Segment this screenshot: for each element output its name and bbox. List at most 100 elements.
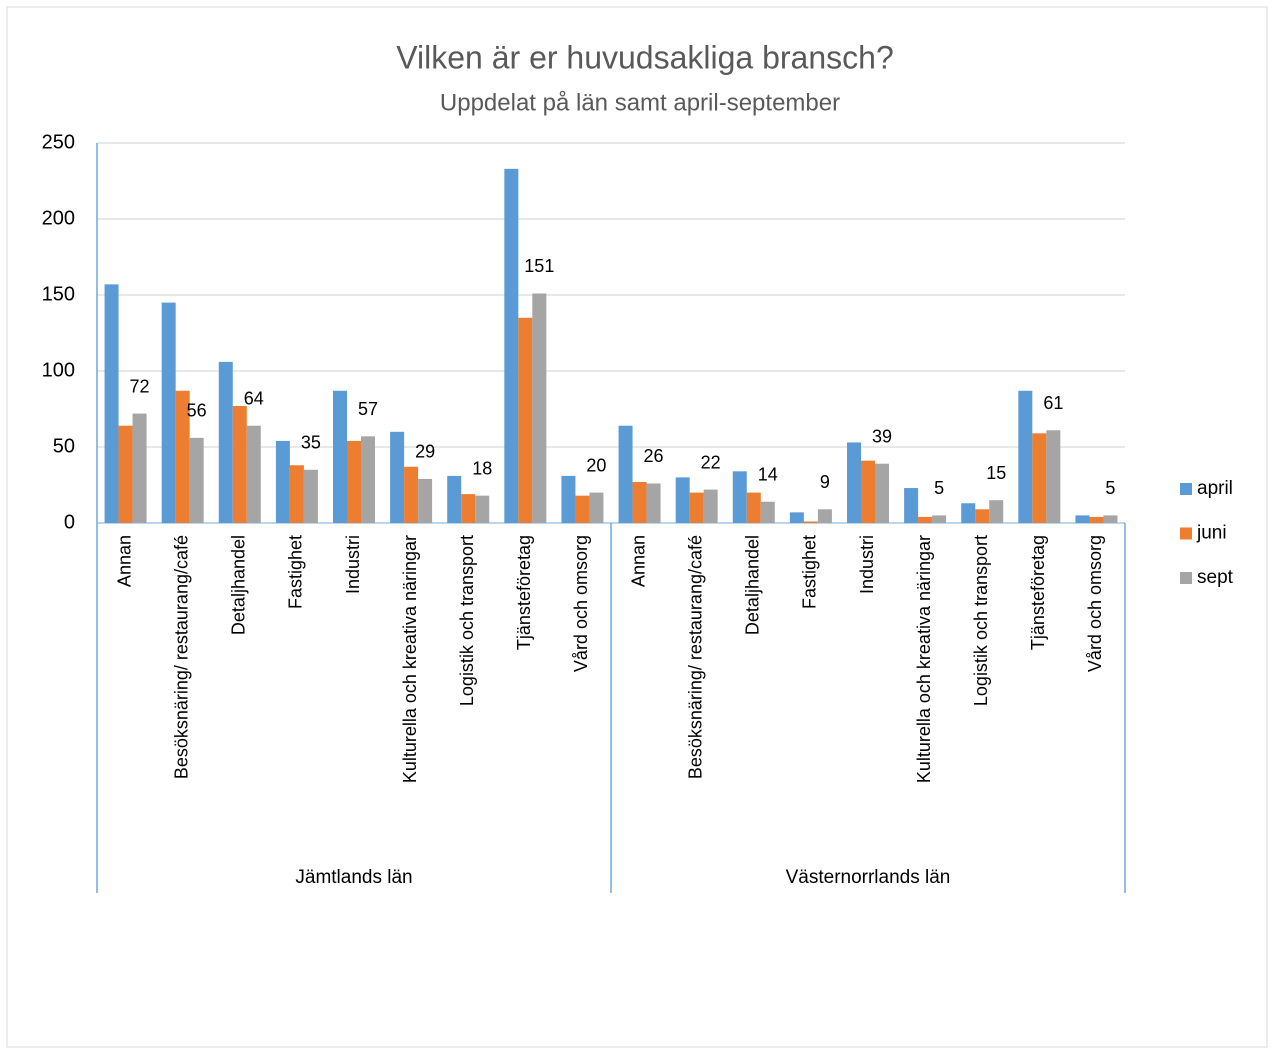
x-tick-label: Annan xyxy=(628,535,648,587)
x-tick-label: Kulturella och kreativa näringar xyxy=(400,535,420,783)
bar xyxy=(989,500,1004,523)
legend-swatch xyxy=(1180,527,1192,540)
x-tick-label: Vård och omsorg xyxy=(571,535,591,672)
chart-border xyxy=(6,6,1268,1048)
x-tick-label: Logistik och transport xyxy=(971,535,991,706)
x-tick-label: Fastighet xyxy=(800,535,820,609)
data-label: 57 xyxy=(358,399,378,419)
bar xyxy=(189,437,204,523)
bar xyxy=(504,168,519,523)
bar xyxy=(303,469,318,523)
y-tick-label: 100 xyxy=(42,359,75,381)
bar xyxy=(246,425,261,523)
bar xyxy=(875,463,889,523)
legend-swatch xyxy=(1180,483,1192,495)
data-label: 56 xyxy=(187,401,207,421)
bar xyxy=(932,515,947,523)
bar xyxy=(817,509,832,523)
data-label: 72 xyxy=(130,376,150,396)
chart-title: Vilken är er huvudsakliga bransch? xyxy=(396,39,893,75)
x-tick-label: Detaljhandel xyxy=(229,535,249,635)
data-label: 5 xyxy=(934,478,944,498)
data-label: 61 xyxy=(1043,393,1063,413)
bar xyxy=(1103,515,1118,523)
bar xyxy=(760,501,775,523)
bar xyxy=(561,475,576,523)
data-label: 26 xyxy=(644,446,664,466)
bar xyxy=(461,494,476,523)
data-label: 14 xyxy=(758,464,778,484)
data-label: 151 xyxy=(524,256,554,276)
bar xyxy=(361,436,375,523)
x-tick-label: Besöksnäring/ restaurang/café xyxy=(685,535,705,779)
bar xyxy=(675,477,690,523)
x-tick-label: Industri xyxy=(343,535,363,594)
bar xyxy=(961,503,976,523)
bar xyxy=(975,509,990,523)
bar xyxy=(732,471,747,523)
bar xyxy=(618,425,633,523)
bar xyxy=(390,431,405,523)
bar xyxy=(532,293,547,523)
x-tick-label: Detaljhandel xyxy=(743,535,763,635)
x-tick-label: Industri xyxy=(857,535,877,594)
legend-label: april xyxy=(1197,478,1233,499)
chart-subtitle: Uppdelat på län samt april-september xyxy=(440,89,840,116)
data-label: 39 xyxy=(872,426,892,446)
group-label: Jämtlands län xyxy=(295,867,412,888)
bar xyxy=(589,492,604,523)
legend-swatch xyxy=(1180,572,1192,584)
bar xyxy=(475,495,490,523)
bar xyxy=(847,442,861,523)
bar xyxy=(1018,390,1033,523)
bar xyxy=(861,460,875,523)
y-tick-label: 0 xyxy=(64,511,75,533)
bar xyxy=(218,361,233,523)
bar xyxy=(1032,433,1047,523)
bar xyxy=(175,390,190,523)
y-tick-label: 150 xyxy=(42,283,75,305)
bar xyxy=(161,302,176,523)
bar xyxy=(518,317,533,523)
bar xyxy=(803,521,818,523)
x-tick-label: Tjänsteföretag xyxy=(1028,535,1048,650)
bar xyxy=(789,512,804,523)
bar xyxy=(689,492,704,523)
legend-label: juni xyxy=(1196,523,1227,544)
bar xyxy=(703,489,718,523)
bar xyxy=(1075,515,1090,523)
data-label: 18 xyxy=(472,458,492,478)
x-tick-label: Besöksnäring/ restaurang/café xyxy=(171,535,191,779)
bar xyxy=(575,495,590,523)
bar xyxy=(646,483,661,523)
x-tick-label: Kulturella och kreativa näringar xyxy=(914,535,934,783)
bar xyxy=(447,475,462,523)
y-tick-label: 50 xyxy=(53,435,75,457)
data-label: 35 xyxy=(301,433,321,453)
x-tick-label: Logistik och transport xyxy=(457,535,477,706)
x-tick-label: Fastighet xyxy=(286,535,306,609)
data-label: 20 xyxy=(586,455,606,475)
bar xyxy=(347,440,361,523)
bar xyxy=(904,488,919,523)
bar xyxy=(232,405,247,523)
data-label: 29 xyxy=(415,442,435,462)
data-label: 22 xyxy=(701,452,721,472)
bar xyxy=(746,492,761,523)
bar xyxy=(275,440,290,523)
bar xyxy=(404,466,419,523)
data-label: 9 xyxy=(820,472,830,492)
x-tick-label: Annan xyxy=(114,535,134,587)
bar xyxy=(632,481,647,523)
y-tick-label: 250 xyxy=(42,131,75,153)
y-tick-label: 200 xyxy=(42,207,75,229)
bar xyxy=(118,425,133,523)
bar xyxy=(333,390,347,523)
bar xyxy=(418,478,433,523)
bar xyxy=(104,284,119,523)
legend-label: sept xyxy=(1197,567,1234,588)
bar xyxy=(289,465,304,523)
bar xyxy=(918,516,933,523)
